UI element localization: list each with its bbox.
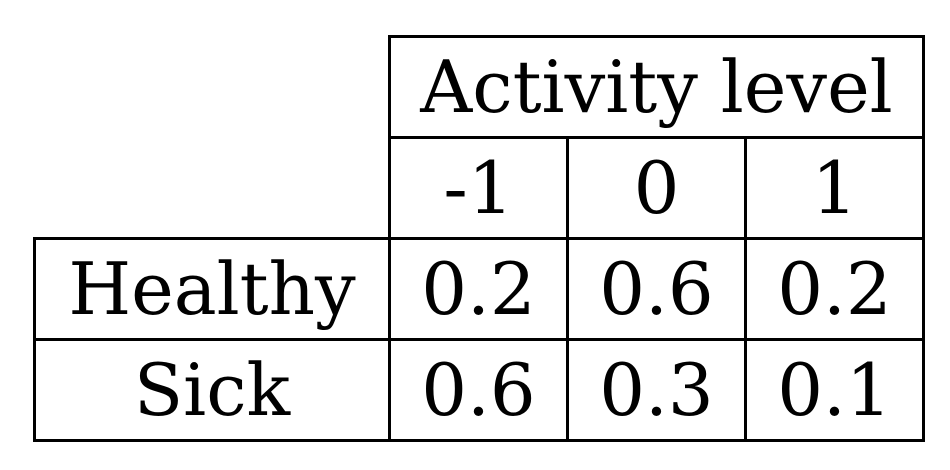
cell-sick-neg1: 0.6 (421, 348, 536, 432)
row-label-sick: Sick (133, 348, 291, 432)
cell-healthy-neg1: 0.2 (421, 247, 536, 331)
table-rule-col2-separator (744, 136, 747, 442)
table-rule-label-separator (388, 35, 391, 442)
row-label-healthy: Healthy (68, 247, 356, 331)
table-rule-top (388, 35, 925, 38)
table-rule-bottom (33, 439, 925, 442)
table-rule-between-rows (33, 338, 925, 341)
cell-sick-1: 0.1 (777, 348, 892, 432)
column-header-0: 0 (633, 146, 680, 230)
group-header-activity-level: Activity level (420, 45, 893, 129)
table-rule-below-group-header (388, 136, 925, 139)
column-header-neg1: -1 (443, 146, 514, 230)
cell-healthy-0: 0.6 (599, 247, 714, 331)
table-rule-col1-separator (566, 136, 569, 442)
table-rule-right (922, 35, 925, 442)
table-rule-below-column-headers (33, 237, 925, 240)
column-header-1: 1 (811, 146, 858, 230)
table-rule-left (33, 237, 36, 442)
cell-sick-0: 0.3 (599, 348, 714, 432)
cell-healthy-1: 0.2 (777, 247, 892, 331)
